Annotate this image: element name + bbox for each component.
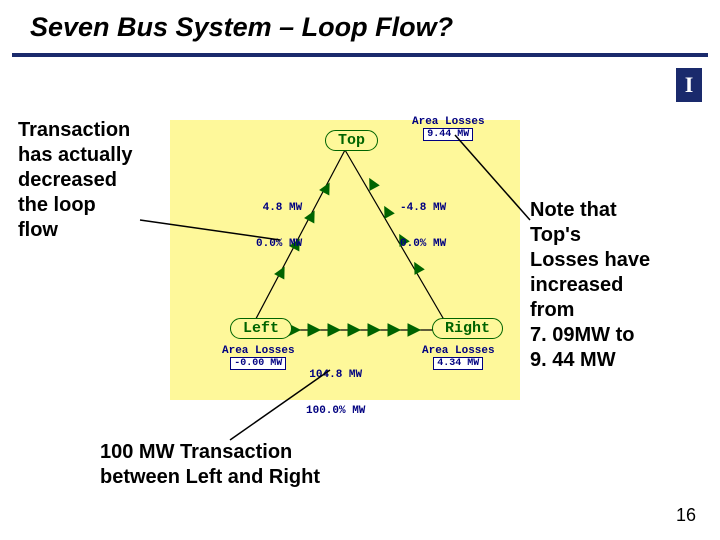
flow-bottom: 104.8 MW 100.0% MW xyxy=(306,345,365,441)
annotation-right: Note that Top's Losses have increased fr… xyxy=(530,198,715,373)
annotation-left-text: Transaction has actually decreased the l… xyxy=(18,119,133,241)
page-number: 16 xyxy=(676,505,696,526)
flow-top-right: -4.8 MW 0.0% MW xyxy=(400,178,446,274)
area-losses-right: Area Losses 4.34 MW xyxy=(422,345,495,370)
annotation-bottom: 100 MW Transaction between Left and Righ… xyxy=(100,440,320,490)
area-losses-left-label: Area Losses xyxy=(222,345,295,357)
area-losses-right-value: 4.34 MW xyxy=(433,357,483,370)
flow-bottom-pct: 100.0% MW xyxy=(306,405,365,417)
area-losses-top-value: 9.44 MW xyxy=(423,128,473,141)
annotation-bottom-text: 100 MW Transaction between Left and Righ… xyxy=(100,441,320,488)
page-title: Seven Bus System – Loop Flow? xyxy=(30,12,720,43)
annotation-right-text: Note that Top's Losses have increased fr… xyxy=(530,199,650,371)
area-losses-left: Area Losses -0.00 MW xyxy=(222,345,295,370)
flow-top-right-mw: -4.8 MW xyxy=(400,202,446,214)
flow-top-left: 4.8 MW 0.0% MW xyxy=(256,178,302,274)
flow-bottom-mw: 104.8 MW xyxy=(306,369,365,381)
area-losses-right-label: Area Losses xyxy=(422,345,495,357)
area-losses-left-value: -0.00 MW xyxy=(230,357,286,370)
bus-top: Top xyxy=(325,130,378,151)
university-logo: I xyxy=(676,68,702,102)
flow-top-right-pct: 0.0% MW xyxy=(400,238,446,250)
flow-top-left-mw: 4.8 MW xyxy=(256,202,302,214)
bus-left: Left xyxy=(230,318,292,339)
loop-flow-diagram: Top Left Right Area Losses 9.44 MW Area … xyxy=(170,120,520,400)
arrows-left-right xyxy=(288,324,420,336)
area-losses-top-label: Area Losses xyxy=(412,116,485,128)
area-losses-top: Area Losses 9.44 MW xyxy=(412,116,485,141)
bus-right: Right xyxy=(432,318,503,339)
flow-top-left-pct: 0.0% MW xyxy=(256,238,302,250)
annotation-left: Transaction has actually decreased the l… xyxy=(18,118,133,243)
title-underline xyxy=(12,53,708,57)
